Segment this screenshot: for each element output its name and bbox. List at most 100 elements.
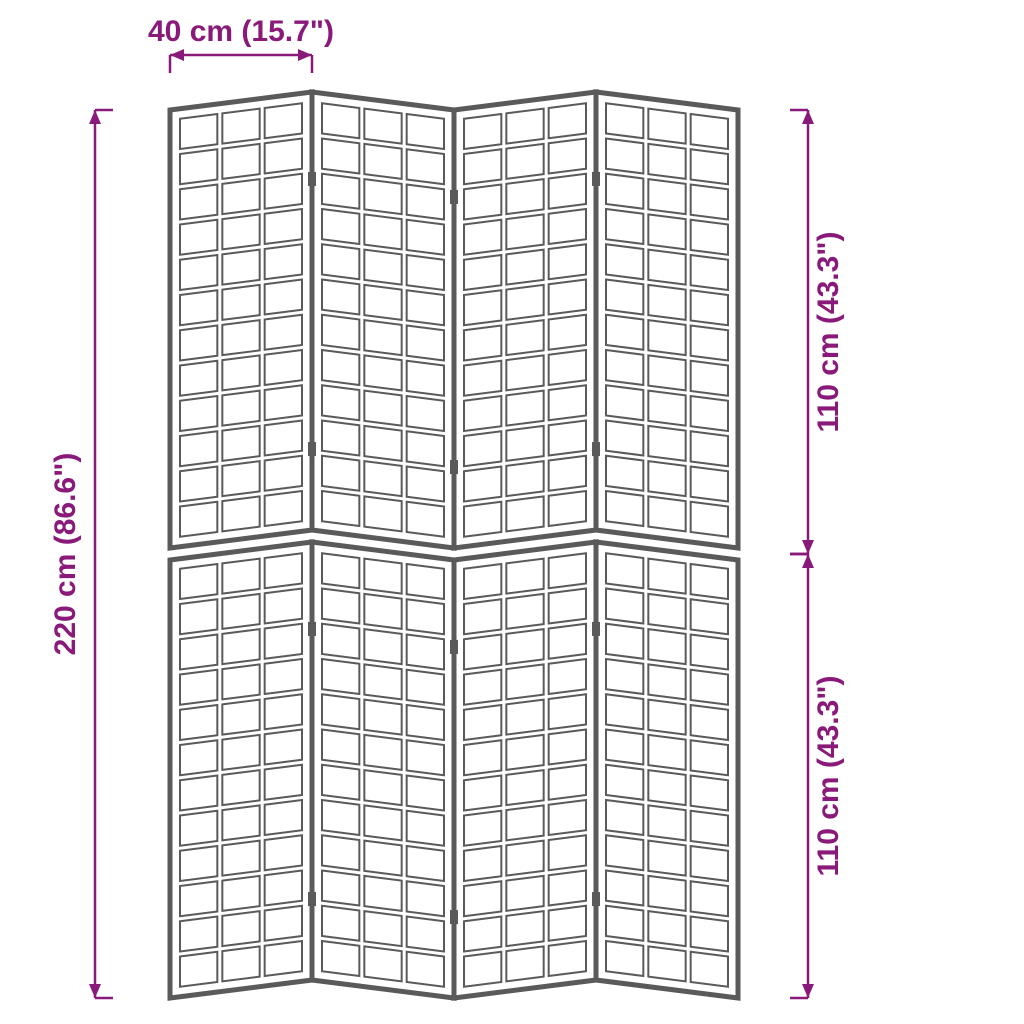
grid-cell	[549, 906, 586, 941]
hinge	[592, 172, 600, 186]
grid-cell	[364, 876, 401, 911]
grid-cell	[648, 946, 685, 981]
grid-cell	[364, 250, 401, 285]
grid-cell	[606, 589, 643, 624]
grid-cell	[691, 220, 728, 255]
grid-cell	[549, 456, 586, 491]
grid-cell	[606, 730, 643, 765]
grid-cell	[180, 149, 217, 184]
grid-cell	[364, 461, 401, 496]
grid-cell	[464, 220, 501, 255]
hinge	[450, 460, 458, 474]
grid-cell	[648, 594, 685, 629]
grid-cell	[407, 502, 444, 537]
grid-cell	[606, 385, 643, 420]
grid-cell	[549, 553, 586, 588]
grid-cell	[407, 811, 444, 846]
grid-cell	[506, 946, 543, 981]
grid-cell	[549, 209, 586, 244]
grid-cell	[648, 179, 685, 214]
grid-cell	[464, 185, 501, 220]
grid-cell	[265, 350, 302, 385]
grid-cell	[222, 214, 259, 249]
grid-cell	[464, 846, 501, 881]
grid-cell	[322, 871, 359, 906]
grid-cell	[691, 670, 728, 705]
grid-cell	[506, 250, 543, 285]
grid-cell	[464, 149, 501, 184]
grid-cell	[606, 659, 643, 694]
grid-cell	[464, 396, 501, 431]
grid-cell	[407, 952, 444, 987]
grid-cell	[322, 315, 359, 350]
grid-cell	[180, 290, 217, 325]
grid-cell	[407, 149, 444, 184]
grid-cell	[691, 776, 728, 811]
grid-cell	[648, 805, 685, 840]
grid-cell	[464, 467, 501, 502]
grid-cell	[265, 589, 302, 624]
grid-cell	[407, 564, 444, 599]
grid-cell	[407, 881, 444, 916]
grid-cell	[222, 355, 259, 390]
hinge	[592, 622, 600, 636]
grid-cell	[222, 496, 259, 531]
grid-cell	[222, 594, 259, 629]
grid-cell	[648, 109, 685, 144]
grid-cell	[322, 385, 359, 420]
grid-cell	[322, 800, 359, 835]
grid-cell	[222, 770, 259, 805]
grid-cell	[549, 491, 586, 526]
grid-cell	[691, 881, 728, 916]
grid-cell	[180, 185, 217, 220]
grid-cell	[180, 326, 217, 361]
grid-cell	[691, 149, 728, 184]
grid-cell	[464, 502, 501, 537]
grid-cell	[180, 114, 217, 149]
grid-cell	[464, 917, 501, 952]
grid-cell	[464, 776, 501, 811]
grid-cell	[606, 103, 643, 138]
grid-cell	[549, 835, 586, 870]
grid-cell	[364, 664, 401, 699]
grid-cell	[549, 800, 586, 835]
grid-cell	[691, 705, 728, 740]
grid-cell	[322, 350, 359, 385]
grid-cell	[606, 624, 643, 659]
grid-cell	[364, 214, 401, 249]
grid-cell	[464, 255, 501, 290]
grid-cell	[322, 174, 359, 209]
grid-cell	[322, 906, 359, 941]
grid-cell	[549, 103, 586, 138]
grid-cell	[322, 280, 359, 315]
grid-cell	[549, 244, 586, 279]
grid-cell	[265, 174, 302, 209]
grid-cell	[549, 694, 586, 729]
hinge	[592, 442, 600, 456]
grid-cell	[506, 391, 543, 426]
grid-cell	[464, 740, 501, 775]
grid-cell	[691, 502, 728, 537]
grid-cell	[506, 911, 543, 946]
grid-cell	[364, 594, 401, 629]
grid-cell	[265, 624, 302, 659]
grid-cell	[648, 735, 685, 770]
grid-cell	[506, 461, 543, 496]
grid-cell	[691, 846, 728, 881]
grid-cell	[265, 280, 302, 315]
grid-cell	[506, 355, 543, 390]
grid-cell	[364, 805, 401, 840]
grid-cell	[364, 841, 401, 876]
grid-cell	[464, 599, 501, 634]
grid-cell	[691, 952, 728, 987]
grid-cell	[506, 805, 543, 840]
hinge	[450, 190, 458, 204]
grid-cell	[648, 355, 685, 390]
grid-cell	[364, 911, 401, 946]
dimension-label: 110 cm (43.3")	[812, 231, 845, 432]
grid-cell	[407, 290, 444, 325]
grid-cell	[549, 385, 586, 420]
grid-cell	[265, 800, 302, 835]
grid-cell	[364, 320, 401, 355]
grid-cell	[407, 670, 444, 705]
